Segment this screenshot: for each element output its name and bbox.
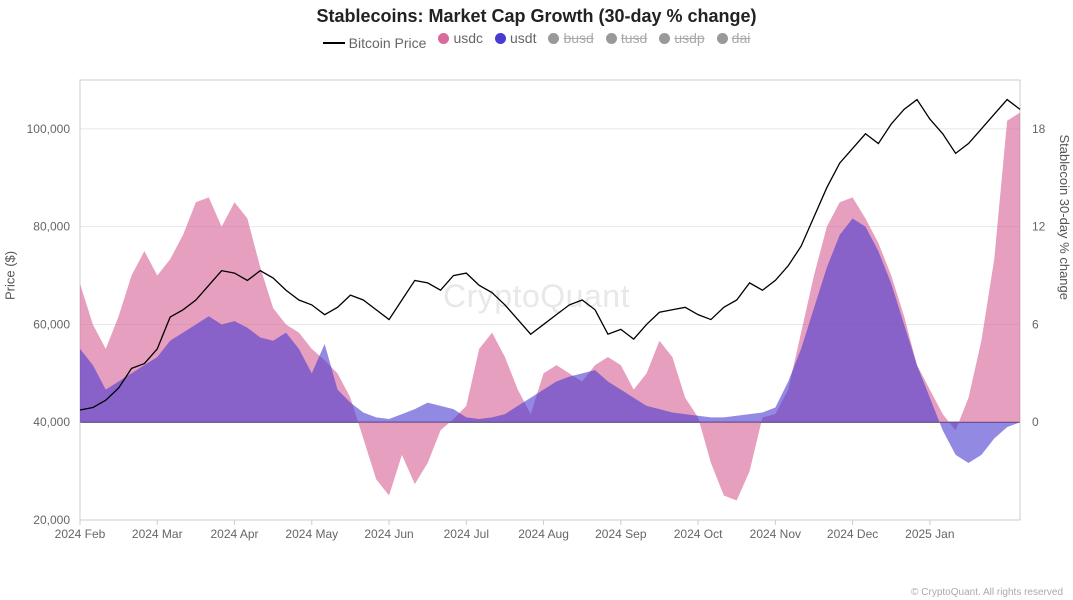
y-right-tick-label: 12 [1032,220,1046,234]
legend-label: Bitcoin Price [349,35,427,51]
x-tick-label: 2024 Aug [518,527,569,541]
legend-swatch-circle [548,33,559,44]
x-tick-label: 2024 May [285,527,338,541]
legend-label: usdp [674,30,704,46]
y-left-tick-label: 40,000 [33,415,70,429]
x-tick-label: 2024 Sep [595,527,647,541]
legend-item-usdc[interactable]: usdc [438,30,483,46]
y-left-tick-label: 100,000 [27,122,71,136]
legend-swatch-line [323,42,345,44]
legend-swatch-circle [495,33,506,44]
legend-swatch-circle [606,33,617,44]
y-left-tick-label: 80,000 [33,220,70,234]
x-tick-label: 2024 Jul [444,527,489,541]
legend-item-dai[interactable]: dai [717,30,751,46]
y-left-tick-label: 20,000 [33,513,70,527]
legend-item-usdt[interactable]: usdt [495,30,536,46]
y-right-tick-label: 0 [1032,415,1039,429]
plot-area: 20,00040,00060,00080,000100,000061218202… [80,70,1020,550]
chart-legend: Bitcoin Price usdc usdt busd tusd usdp dai [0,30,1073,51]
legend-label: tusd [621,30,647,46]
x-tick-label: 2024 Apr [210,527,258,541]
y-right-tick-label: 6 [1032,317,1039,331]
legend-item-bitcoin-price[interactable]: Bitcoin Price [323,35,427,51]
legend-item-usdp[interactable]: usdp [659,30,704,46]
legend-item-busd[interactable]: busd [548,30,593,46]
x-tick-label: 2024 Feb [55,527,106,541]
legend-swatch-circle [659,33,670,44]
legend-swatch-circle [438,33,449,44]
y-left-tick-label: 60,000 [33,317,70,331]
copyright-label: © CryptoQuant. All rights reserved [911,587,1063,598]
chart-title: Stablecoins: Market Cap Growth (30-day %… [0,6,1073,27]
legend-label: busd [563,30,593,46]
y-axis-right-label: Stablecoin 30-day % change [1058,134,1073,300]
y-axis-left-label: Price ($) [3,251,18,300]
x-tick-label: 2024 Mar [132,527,183,541]
plot-svg: 20,00040,00060,00080,000100,000061218202… [80,70,1020,550]
y-right-tick-label: 18 [1032,122,1046,136]
legend-label: usdc [453,30,483,46]
legend-item-tusd[interactable]: tusd [606,30,647,46]
legend-swatch-circle [717,33,728,44]
legend-label: dai [732,30,751,46]
x-tick-label: 2024 Oct [674,527,723,541]
legend-label: usdt [510,30,536,46]
chart-container: Stablecoins: Market Cap Growth (30-day %… [0,0,1073,600]
x-tick-label: 2024 Jun [364,527,413,541]
x-tick-label: 2025 Jan [905,527,954,541]
x-tick-label: 2024 Dec [827,527,878,541]
x-tick-label: 2024 Nov [750,527,801,541]
